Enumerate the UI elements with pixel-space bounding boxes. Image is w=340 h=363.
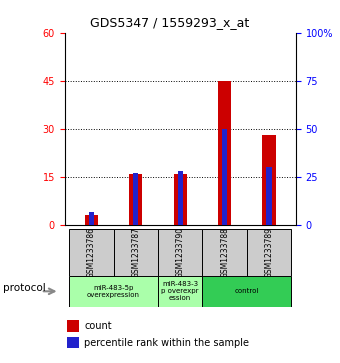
Bar <box>158 229 202 276</box>
Bar <box>202 276 291 307</box>
Bar <box>222 129 227 225</box>
Bar <box>67 320 79 332</box>
Bar <box>262 135 276 225</box>
Text: GSM1233790: GSM1233790 <box>176 227 185 278</box>
Bar <box>247 229 291 276</box>
Bar <box>133 173 138 225</box>
Bar <box>173 174 187 225</box>
Text: GDS5347 / 1559293_x_at: GDS5347 / 1559293_x_at <box>90 16 250 29</box>
Text: GSM1233788: GSM1233788 <box>220 227 229 278</box>
Text: GSM1233786: GSM1233786 <box>87 227 96 278</box>
Bar <box>129 174 142 225</box>
Bar <box>177 171 183 225</box>
Text: control: control <box>235 288 259 294</box>
Text: protocol: protocol <box>3 283 46 293</box>
Text: GSM1233789: GSM1233789 <box>265 227 274 278</box>
Bar <box>67 337 79 348</box>
Bar <box>89 212 94 225</box>
Bar <box>69 229 114 276</box>
Text: GSM1233787: GSM1233787 <box>131 227 140 278</box>
Text: count: count <box>84 321 112 331</box>
Text: miR-483-5p
overexpression: miR-483-5p overexpression <box>87 285 140 298</box>
Text: percentile rank within the sample: percentile rank within the sample <box>84 338 250 348</box>
Bar <box>158 276 202 307</box>
Bar <box>202 229 247 276</box>
Bar <box>85 216 98 225</box>
Bar <box>267 167 272 225</box>
Bar <box>218 81 231 225</box>
Bar <box>69 276 158 307</box>
Text: miR-483-3
p overexpr
ession: miR-483-3 p overexpr ession <box>162 281 199 301</box>
Bar <box>114 229 158 276</box>
